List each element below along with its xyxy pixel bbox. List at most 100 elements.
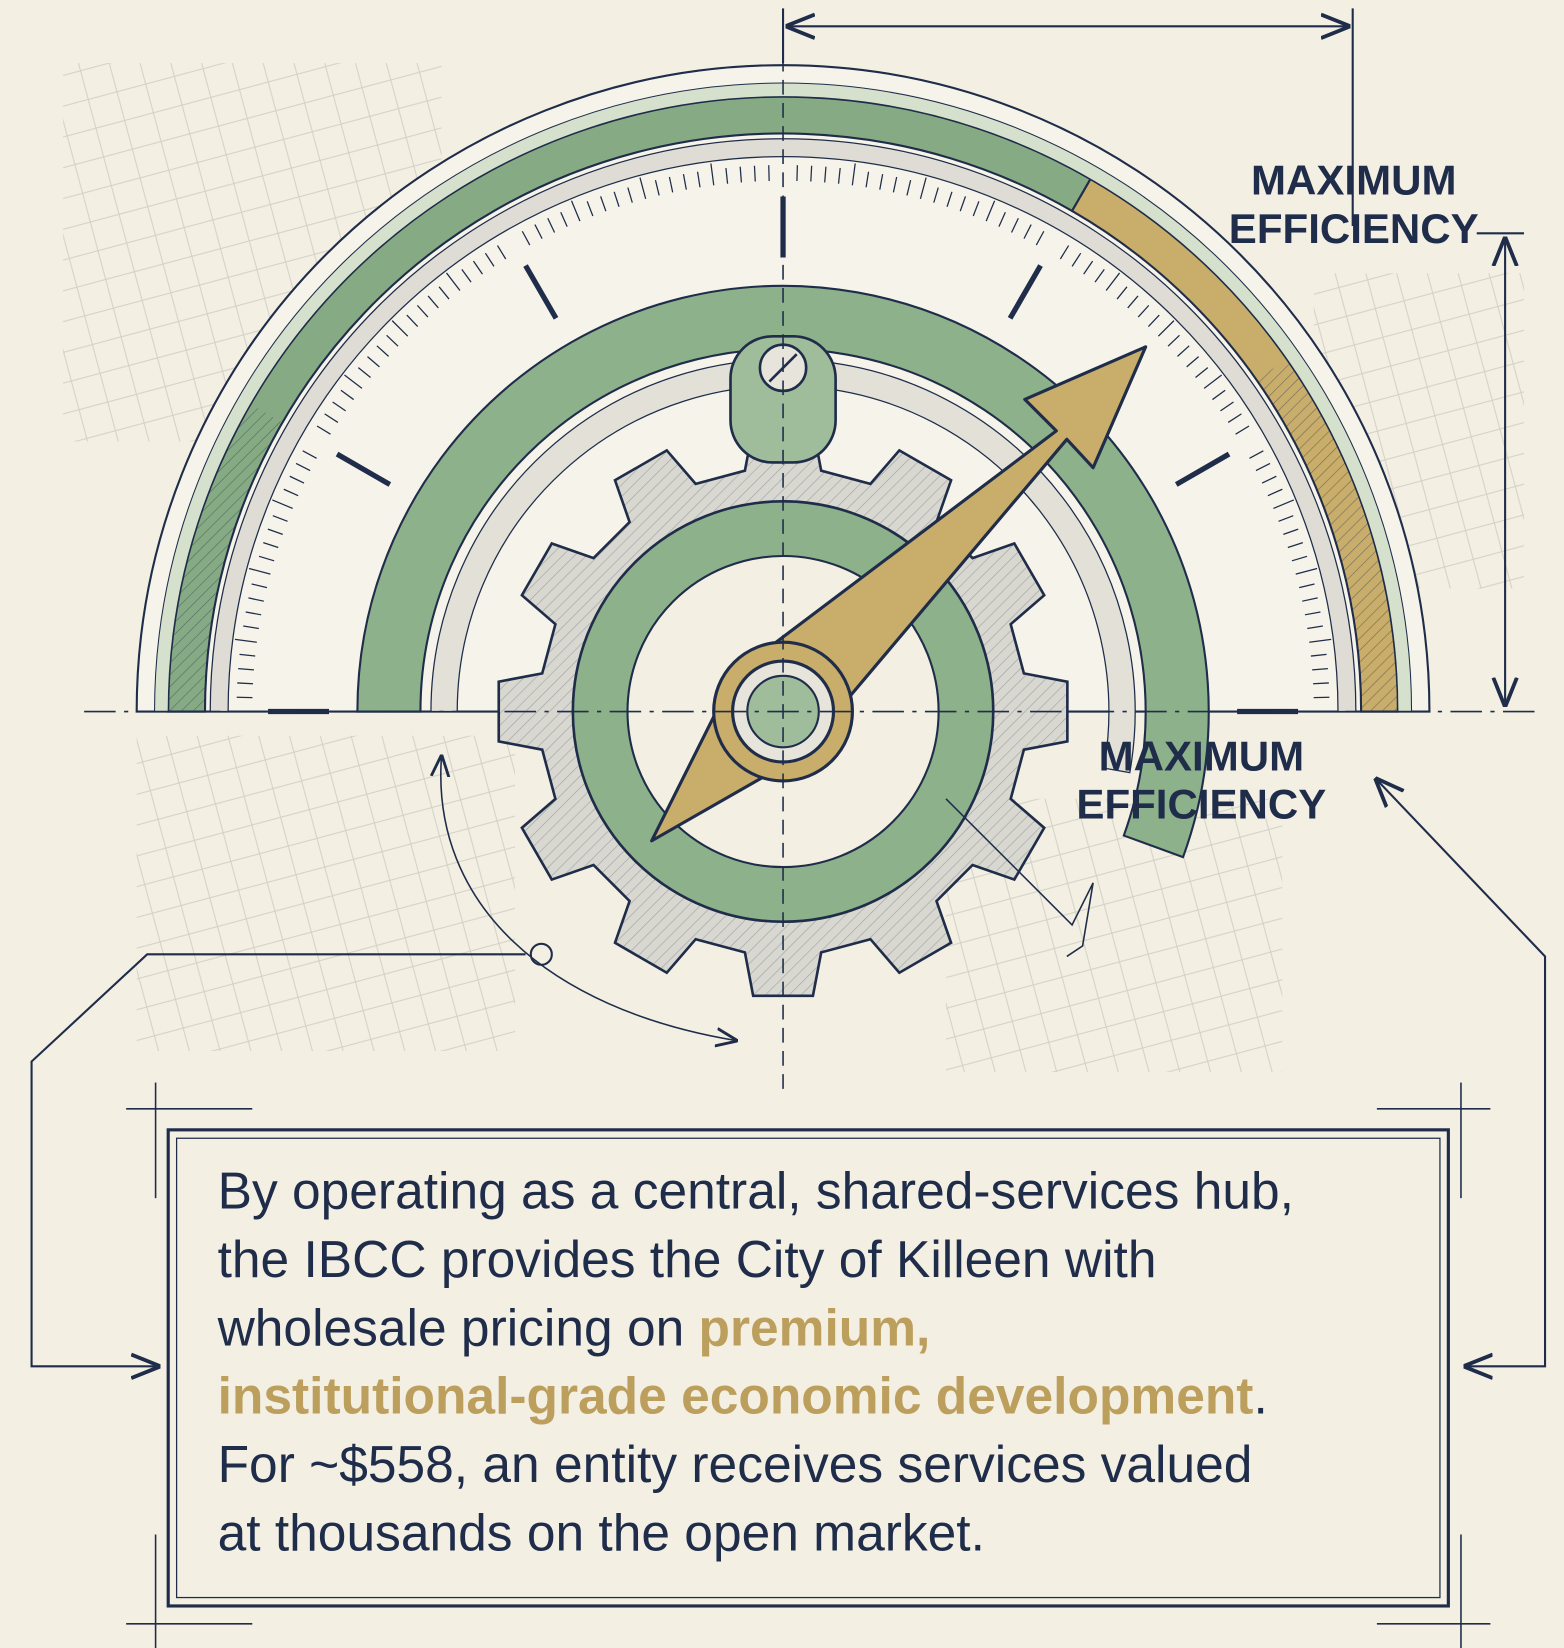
minor-tick (1195, 367, 1209, 379)
label-line: EFFICIENCY (1229, 205, 1479, 252)
paragraph: By operating as a central, shared-servic… (217, 1162, 1294, 1562)
minor-tick (1186, 356, 1200, 368)
minor-tick (1167, 334, 1180, 347)
minor-tick (237, 682, 254, 685)
minor-tick (613, 191, 620, 207)
minor-tick (1310, 653, 1327, 657)
dimension-lines (30, 8, 1547, 1366)
major-tick (1174, 451, 1231, 487)
major-tick (523, 264, 559, 320)
minor-tick (324, 413, 339, 423)
minor-tick (1059, 245, 1070, 260)
minor-tick (586, 201, 594, 217)
minor-tick (248, 597, 265, 602)
minor-tick (438, 286, 450, 300)
gauge (135, 64, 1431, 998)
minor-tick (484, 252, 495, 267)
minor-tick (344, 374, 363, 389)
outer-band-hatch (168, 404, 283, 712)
minor-tick (406, 314, 419, 327)
minor-tick (263, 542, 279, 549)
minor-tick (1116, 286, 1128, 300)
major-tick (335, 451, 392, 487)
minor-tick (933, 187, 939, 203)
minor-tick (1261, 475, 1277, 484)
minor-tick (248, 567, 271, 575)
minor-tick (879, 174, 884, 190)
minor-tick (461, 269, 472, 283)
minor-tick (1255, 462, 1271, 472)
minor-tick (1309, 638, 1332, 643)
minor-tick (1287, 542, 1304, 549)
minor-tick (946, 191, 953, 207)
minor-tick (710, 163, 715, 186)
minor-tick (534, 224, 543, 239)
minor-tick (521, 230, 531, 246)
minor-tick (851, 163, 856, 186)
body-text: the IBCC provides the City of Killeen wi… (218, 1230, 1157, 1288)
minor-tick (824, 166, 827, 183)
minor-tick (367, 356, 380, 368)
minor-tick (1147, 314, 1160, 327)
minor-tick (267, 528, 283, 535)
paragraph-line: wholesale pricing on premium, (217, 1298, 931, 1356)
minor-tick (1203, 374, 1223, 389)
minor-tick (739, 166, 743, 183)
minor-tick (472, 260, 483, 275)
minor-tick (332, 401, 346, 412)
label-line: MAXIMUM (1099, 732, 1304, 779)
minor-tick (810, 165, 813, 182)
minor-tick (919, 177, 927, 200)
minor-tick (391, 320, 409, 337)
minor-tick (1083, 260, 1094, 275)
minor-tick (639, 177, 647, 200)
body-text: For ~$558, an entity receives services v… (218, 1435, 1253, 1493)
minor-tick (547, 217, 556, 233)
inner-light-band (430, 358, 1136, 774)
minor-tick (1035, 230, 1045, 246)
minor-tick (1307, 625, 1323, 630)
minor-tick (234, 638, 257, 643)
minor-tick (1094, 269, 1105, 283)
minor-tick (725, 167, 729, 184)
minor-tick (668, 176, 674, 193)
minor-tick (245, 611, 262, 616)
minor-tick (272, 515, 288, 522)
label-line: EFFICIENCY (1076, 781, 1326, 828)
minor-tick (386, 334, 399, 347)
minor-tick (1127, 295, 1139, 309)
text-box (126, 1082, 1491, 1648)
minor-tick (416, 304, 429, 318)
highlight-text: premium, (699, 1298, 931, 1356)
minor-tick (560, 212, 568, 227)
efficiency-label: MAXIMUM EFFICIENCY (1076, 732, 1326, 827)
minor-tick (357, 367, 371, 379)
minor-tick (283, 488, 299, 497)
minor-tick (1291, 555, 1308, 562)
minor-tick (985, 200, 996, 222)
minor-tick (1071, 252, 1082, 267)
minor-tick (998, 212, 1006, 227)
minor-tick (1023, 224, 1032, 239)
minor-tick (258, 555, 275, 562)
minor-tick (865, 171, 870, 188)
body-text: wholesale pricing on (217, 1298, 699, 1356)
paragraph-line: By operating as a central, shared-servic… (218, 1162, 1294, 1220)
minor-tick (906, 179, 912, 196)
minor-tick (600, 196, 607, 212)
major-tick (1007, 264, 1043, 320)
minor-tick (1302, 597, 1318, 602)
paragraph-line: For ~$558, an entity receives services v… (218, 1435, 1253, 1493)
minor-tick (1010, 217, 1019, 233)
minor-tick (1313, 682, 1329, 685)
minor-tick (295, 462, 311, 472)
minor-tick (340, 389, 355, 401)
minor-tick (1249, 450, 1264, 459)
minor-tick (238, 668, 254, 671)
inner-band (356, 284, 1210, 859)
minor-tick (627, 187, 633, 203)
paragraph-line: at thousands on the open market. (218, 1503, 985, 1561)
minor-tick (1299, 583, 1315, 589)
